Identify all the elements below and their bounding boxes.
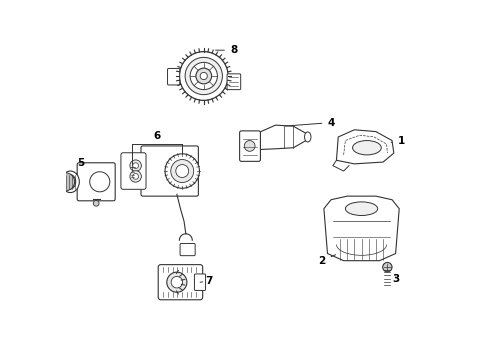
Circle shape — [171, 159, 194, 183]
Circle shape — [57, 173, 74, 191]
Text: 5: 5 — [76, 158, 84, 175]
Circle shape — [196, 68, 212, 84]
FancyBboxPatch shape — [77, 163, 115, 201]
Ellipse shape — [345, 202, 378, 216]
Circle shape — [179, 51, 228, 100]
FancyBboxPatch shape — [121, 153, 146, 189]
Circle shape — [190, 62, 218, 90]
Ellipse shape — [61, 171, 79, 193]
Text: 1: 1 — [391, 136, 405, 145]
Circle shape — [133, 163, 139, 168]
Circle shape — [185, 57, 222, 95]
FancyBboxPatch shape — [240, 131, 260, 161]
Circle shape — [245, 140, 255, 151]
Circle shape — [167, 272, 187, 292]
Circle shape — [200, 72, 207, 80]
Text: 4: 4 — [285, 118, 335, 128]
Text: 3: 3 — [392, 274, 400, 284]
FancyBboxPatch shape — [227, 74, 241, 90]
Circle shape — [130, 171, 141, 182]
FancyBboxPatch shape — [180, 243, 195, 256]
Text: 7: 7 — [200, 276, 213, 286]
FancyBboxPatch shape — [168, 68, 180, 85]
Text: 8: 8 — [216, 45, 237, 55]
Circle shape — [129, 164, 136, 171]
Ellipse shape — [65, 175, 76, 189]
Ellipse shape — [304, 132, 311, 142]
Circle shape — [383, 262, 392, 272]
FancyBboxPatch shape — [158, 265, 203, 300]
Ellipse shape — [353, 140, 381, 155]
Polygon shape — [337, 130, 394, 164]
Circle shape — [133, 174, 139, 179]
Circle shape — [176, 165, 189, 177]
Text: 6: 6 — [154, 131, 161, 141]
Circle shape — [93, 201, 99, 206]
FancyBboxPatch shape — [141, 146, 198, 196]
FancyBboxPatch shape — [195, 274, 205, 291]
Circle shape — [130, 160, 141, 171]
Polygon shape — [256, 125, 306, 149]
Text: 2: 2 — [318, 255, 336, 266]
Polygon shape — [324, 196, 399, 261]
Circle shape — [171, 276, 183, 288]
Circle shape — [165, 154, 199, 188]
